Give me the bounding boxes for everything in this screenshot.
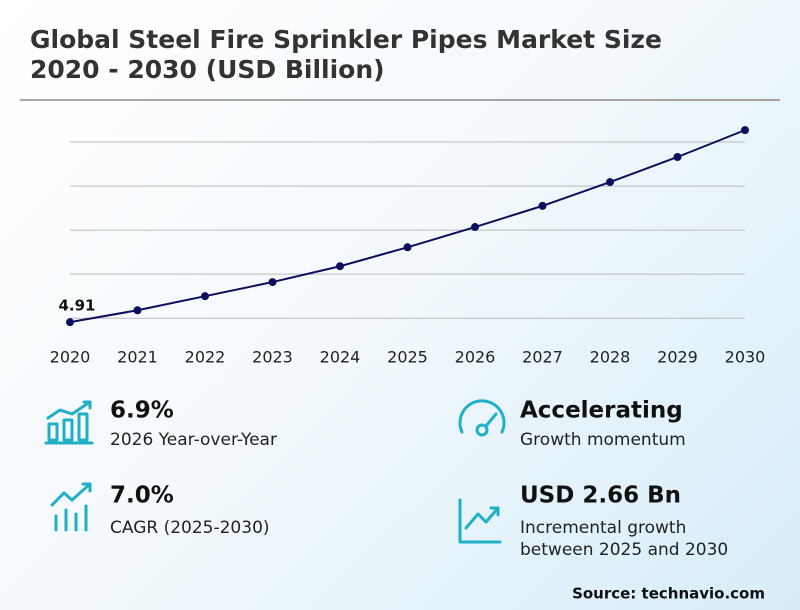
x-tick-label: 2021 [117,348,158,367]
point [741,126,749,135]
title-line-1: Global Steel Fire Sprinkler Pipes Market… [30,25,662,54]
x-tick-label: 2030 [725,348,766,367]
x-tick-label: 2022 [185,348,226,367]
kpi-value: 7.0% [110,483,174,509]
kpi-label: Incremental growth [520,518,686,538]
plot: 2020 2021 2022 2023 2024 2025 2026 2027 2028 2029… [50,126,766,367]
point [471,223,479,232]
kpi-value: Accelerating [520,398,683,424]
kpi-value: USD 2.66 Bn [520,483,681,509]
x-tick-label: 2024 [320,348,361,367]
icon-chart [458,498,502,544]
kpi-label: CAGR (2025-2030) [110,518,270,538]
point [606,178,614,187]
x-tick-label: 2029 [657,348,698,367]
point [66,318,74,327]
point [336,262,344,271]
point [673,152,682,161]
x-tick-label: 2023 [252,348,293,367]
point [133,306,142,315]
icon-bars [44,400,94,445]
line [69,129,746,324]
source: Source: technavio.com [572,585,765,603]
kpi-label: Growth momentum [520,430,686,450]
data-label: 4.91 [58,297,95,315]
x-tick-label: 2025 [387,348,428,367]
title-line-2: 2020 - 2030 (USD Billion) [30,55,385,84]
kpi-label: 2026 Year-over-Year [110,430,277,450]
icon-trend [50,482,92,532]
x-tick-label: 2026 [455,348,496,367]
point [201,292,209,301]
point [403,243,412,252]
x-tick-label: 2028 [590,348,631,367]
x-tick-label: 2020 [50,348,91,367]
icon-gauge [458,399,506,437]
point [538,201,547,210]
kpi-label: between 2025 and 2030 [520,540,728,560]
point [268,278,277,287]
kpi-value: 6.9% [110,398,174,424]
x-tick-label: 2027 [522,348,563,367]
